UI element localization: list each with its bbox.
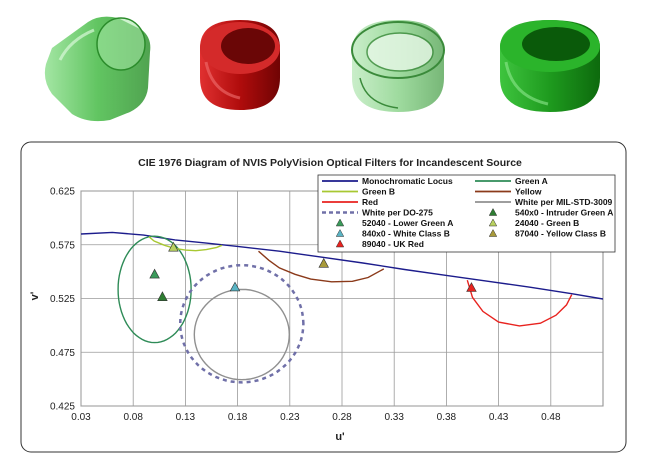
legend-box: [317, 174, 616, 253]
legend-item-white-per-do-275: White per DO-275: [322, 208, 433, 218]
red-filter-ring: [200, 20, 280, 110]
clear-green-filter-ring: [351, 20, 445, 112]
legend-item-840x0-white-class-b: 840x0 - White Class B: [335, 228, 450, 239]
legend-item-89040-uk-red: 89040 - UK Red: [335, 239, 424, 249]
legend-label: Red: [362, 197, 378, 207]
legend-label: Yellow: [515, 187, 542, 197]
point-24040-green-b: [168, 241, 179, 252]
legend-swatch: [488, 218, 498, 227]
x-tick-label: 0.43: [489, 412, 509, 423]
legend-item-52040-lower-green-a: 52040 - Lower Green A: [335, 218, 453, 228]
y-tick-label: 0.575: [50, 240, 75, 251]
point-840x0-white-class-b: [229, 281, 241, 292]
legend-item-yellow: Yellow: [475, 187, 542, 197]
legend-label: Monochromatic Locus: [362, 176, 453, 186]
filter-illustrations: [44, 16, 600, 122]
legend-label: Green B: [362, 187, 395, 197]
legend-item-87040-yellow-class-b: 87040 - Yellow Class B: [488, 228, 606, 239]
curve-white-per-mil-std-3009: [193, 288, 291, 381]
point-89040-uk-red: [466, 282, 477, 292]
point-52040-lower-green-a: [149, 268, 160, 279]
legend-swatch: [335, 228, 345, 237]
legend-label: White per MIL-STD-3009: [515, 197, 613, 207]
plot-series: [81, 231, 603, 384]
legend-label: 52040 - Lower Green A: [362, 218, 453, 228]
x-tick-label: 0.33: [384, 412, 404, 423]
y-tick-label: 0.475: [50, 348, 75, 359]
legend: Monochromatic Locus Green A Green B Yellow R…: [317, 174, 616, 253]
curve-red: [466, 279, 573, 327]
y-axis-label: v': [29, 291, 41, 300]
legend-item-white-per-mil-std-3009: White per MIL-STD-3009: [475, 197, 613, 207]
legend-swatch: [488, 207, 498, 216]
x-tick-label: 0.48: [541, 412, 561, 423]
curve-yellow: [258, 250, 385, 283]
legend-item-monochromatic-locus: Monochromatic Locus: [322, 176, 453, 186]
x-tick-label: 0.23: [280, 412, 300, 423]
legend-item-24040-green-b: 24040 - Green B: [488, 218, 579, 228]
green-filter-ring: [500, 20, 600, 112]
x-tick-label: 0.28: [332, 412, 352, 423]
legend-label: 540x0 - Intruder Green A: [515, 208, 613, 218]
y-tick-label: 0.625: [50, 187, 75, 198]
legend-swatch: [335, 239, 345, 248]
legend-label: Green A: [515, 176, 548, 186]
legend-item-green-a: Green A: [475, 176, 548, 186]
y-tick-label: 0.425: [50, 402, 75, 413]
green-filter-cap: [44, 16, 151, 122]
legend-item-green-b: Green B: [322, 187, 395, 197]
y-tick-label: 0.525: [50, 294, 75, 305]
x-axis-label: u': [335, 431, 345, 443]
x-tick-label: 0.08: [123, 412, 143, 423]
legend-label: 87040 - Yellow Class B: [515, 229, 606, 239]
legend-item-red: Red: [322, 197, 378, 207]
legend-label: White per DO-275: [362, 208, 433, 218]
chart-title: CIE 1976 Diagram of NVIS PolyVision Opti…: [138, 157, 522, 169]
curve-white-per-do-275: [178, 263, 305, 384]
legend-label: 840x0 - White Class B: [362, 229, 450, 239]
legend-swatch: [335, 218, 345, 227]
x-tick-label: 0.38: [437, 412, 457, 423]
legend-item-540x0-intruder-green-a: 540x0 - Intruder Green A: [488, 207, 613, 218]
point-540x0-intruder-green-a: [157, 291, 168, 301]
legend-swatch: [488, 228, 498, 237]
curve-green-b: [148, 236, 223, 252]
x-tick-label: 0.03: [71, 412, 91, 423]
legend-label: 89040 - UK Red: [362, 239, 424, 249]
x-tick-label: 0.13: [176, 412, 196, 423]
x-tick-label: 0.18: [228, 412, 248, 423]
point-87040-yellow-class-b: [318, 257, 329, 268]
legend-label: 24040 - Green B: [515, 218, 579, 228]
